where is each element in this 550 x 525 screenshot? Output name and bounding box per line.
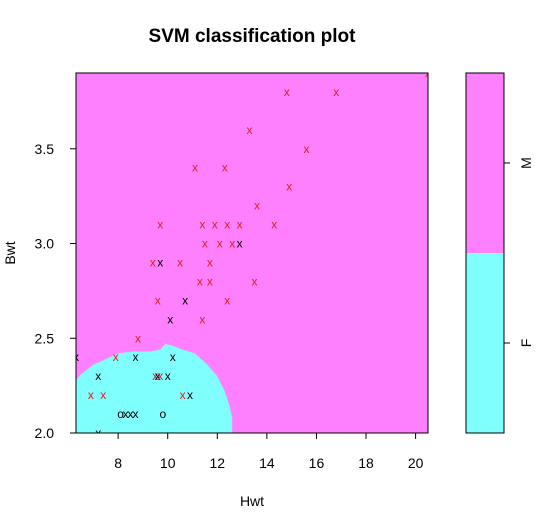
data-point-10: x bbox=[133, 407, 139, 421]
data-point-26: x bbox=[177, 256, 183, 270]
x-axis-label: Hwt bbox=[240, 493, 264, 509]
data-point-30: x bbox=[199, 218, 205, 232]
x-tick-label: 12 bbox=[210, 455, 226, 471]
data-point-5: x bbox=[100, 388, 106, 402]
key-swatch-f bbox=[466, 253, 504, 433]
chart-title: SVM classification plot bbox=[149, 26, 357, 47]
data-point-40: x bbox=[229, 237, 235, 251]
y-axis: 2.0 2.5 3.0 3.5 bbox=[35, 141, 76, 441]
data-point-14: x bbox=[155, 369, 161, 383]
data-point-7: o bbox=[117, 407, 124, 421]
x-tick-label: 18 bbox=[358, 455, 374, 471]
data-point-33: x bbox=[207, 256, 213, 270]
x-axis: 8 10 12 14 16 18 20 bbox=[114, 433, 424, 471]
data-point-44: x bbox=[252, 274, 258, 288]
decision-region-f bbox=[76, 343, 233, 433]
data-point-17: x bbox=[165, 369, 171, 383]
data-point-11: x bbox=[133, 350, 139, 364]
data-point-25: x bbox=[167, 312, 173, 326]
y-tick-label: 2.5 bbox=[35, 330, 55, 346]
data-point-2: x bbox=[95, 426, 101, 440]
x-tick-label: 8 bbox=[114, 455, 122, 471]
data-point-37: x bbox=[222, 161, 228, 175]
data-point-36: x bbox=[217, 237, 223, 251]
key-label-f: F bbox=[518, 339, 534, 348]
key-frame bbox=[465, 72, 505, 434]
data-point-28: x bbox=[192, 161, 198, 175]
class-color-key: MF bbox=[465, 72, 534, 434]
data-point-29: x bbox=[197, 274, 203, 288]
data-point-21: x bbox=[150, 256, 156, 270]
data-point-38: x bbox=[224, 218, 230, 232]
data-point-50: x bbox=[333, 85, 339, 99]
x-tick-label: 16 bbox=[309, 455, 325, 471]
data-point-46: x bbox=[271, 218, 277, 232]
data-point-48: x bbox=[286, 180, 292, 194]
data-point-31: x bbox=[202, 237, 208, 251]
plot-frame bbox=[75, 72, 429, 434]
data-point-6: x bbox=[113, 350, 119, 364]
data-point-45: x bbox=[254, 199, 260, 213]
y-tick-label: 3.0 bbox=[35, 236, 55, 252]
data-point-9: x bbox=[128, 407, 134, 421]
data-point-41: x bbox=[237, 218, 243, 232]
data-point-22: x bbox=[157, 256, 163, 270]
key-label-m: M bbox=[518, 157, 534, 169]
data-point-43: x bbox=[247, 123, 253, 137]
data-point-42: x bbox=[237, 237, 243, 251]
data-point-20: x bbox=[187, 388, 193, 402]
data-point-24: x bbox=[155, 293, 161, 307]
x-tick-label: 10 bbox=[160, 455, 176, 471]
y-axis-label: Bwt bbox=[2, 241, 18, 264]
data-point-39: x bbox=[224, 293, 230, 307]
data-point-15: x bbox=[157, 369, 163, 383]
data-point-4: x bbox=[88, 388, 94, 402]
data-point-32: x bbox=[199, 312, 205, 326]
y-tick-label: 2.0 bbox=[35, 425, 55, 441]
key-swatch-m bbox=[466, 73, 504, 253]
x-tick-label: 14 bbox=[259, 455, 275, 471]
data-point-13: x bbox=[152, 369, 158, 383]
data-point-51: x bbox=[425, 66, 431, 80]
data-point-35: x bbox=[212, 218, 218, 232]
data-point-19: x bbox=[180, 388, 186, 402]
data-point-47: x bbox=[284, 85, 290, 99]
data-point-23: x bbox=[157, 218, 163, 232]
data-point-3: x bbox=[95, 369, 101, 383]
data-point-8: x bbox=[123, 407, 129, 421]
data-point-16: o bbox=[159, 407, 166, 421]
data-point-49: x bbox=[304, 142, 310, 156]
x-tick-label: 20 bbox=[408, 455, 424, 471]
data-point-34: x bbox=[207, 274, 213, 288]
y-tick-label: 3.5 bbox=[35, 141, 55, 157]
data-point-12: x bbox=[135, 331, 141, 345]
data-point-27: x bbox=[182, 293, 188, 307]
data-point-1: x bbox=[73, 350, 79, 364]
data-point-18: x bbox=[170, 350, 176, 364]
